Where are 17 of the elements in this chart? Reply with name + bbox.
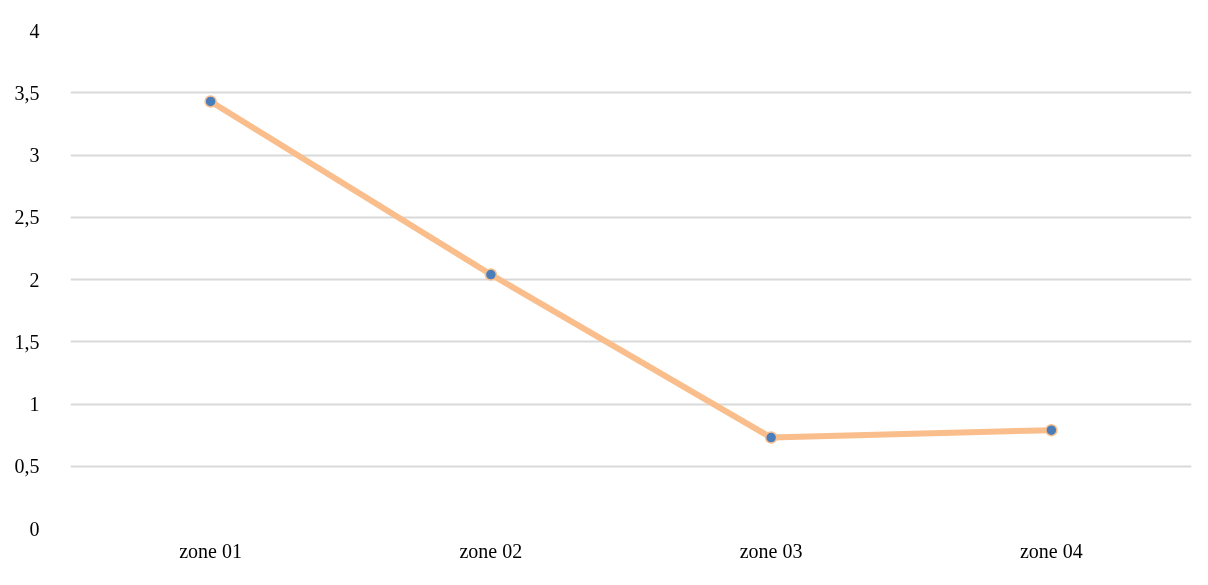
y-tick-label: 1 <box>29 393 40 415</box>
y-tick-label: 3,5 <box>14 81 40 104</box>
y-tick-label: 4 <box>29 19 40 42</box>
point <box>484 268 498 281</box>
y-tick-label: 0 <box>29 517 40 540</box>
y-tick-label: 0,5 <box>14 455 40 478</box>
point <box>204 95 217 108</box>
x-tick-label: zone 03 <box>739 539 803 562</box>
point <box>1045 423 1058 437</box>
y-tick-label: 3 <box>29 144 40 166</box>
y-tick-label: 1,5 <box>14 330 40 353</box>
point <box>764 431 778 444</box>
x-tick-label: zone 01 <box>179 539 243 562</box>
x-tick-label: zone 04 <box>1020 539 1083 562</box>
y-tick-label: 2,5 <box>14 206 40 229</box>
x-tick-label: zone 02 <box>459 539 523 562</box>
y-tick-label: 2 <box>29 268 40 291</box>
